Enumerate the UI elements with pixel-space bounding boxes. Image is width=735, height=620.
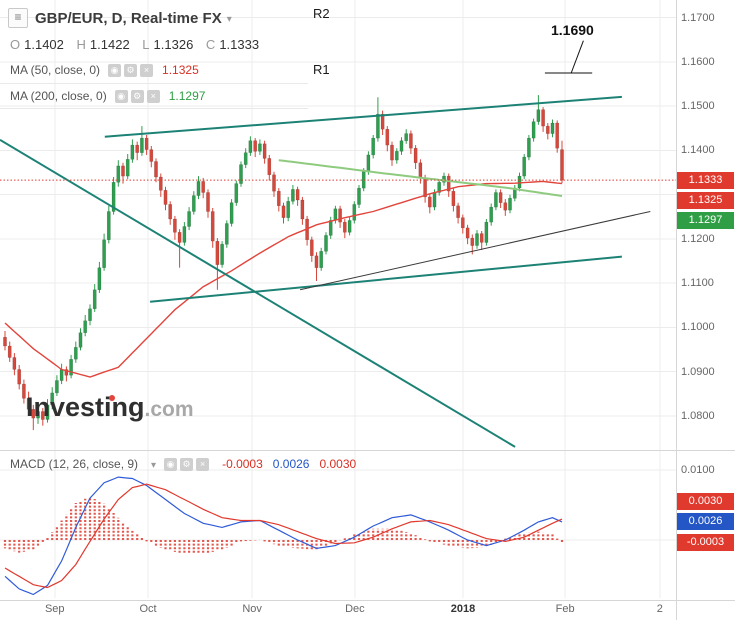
menu-icon[interactable]: ≡	[8, 8, 28, 28]
macd-histogram	[3, 496, 564, 554]
gear-icon[interactable]: ⚙	[130, 89, 144, 103]
axis-price-label: 1.1500	[681, 100, 715, 113]
high-label: H	[76, 37, 86, 52]
macd-label: MACD (12, 26, close, 9)	[10, 457, 139, 471]
eye-icon[interactable]: ◉	[164, 457, 178, 471]
pivot-label-r2: R2	[313, 6, 330, 21]
axis-price-label: 1.1000	[681, 321, 715, 334]
close-icon[interactable]: ×	[140, 63, 154, 77]
trendlines[interactable]	[0, 95, 651, 448]
close-icon[interactable]: ×	[146, 89, 160, 103]
time-axis-label: 2018	[450, 603, 476, 615]
study-value: 1.1325	[162, 63, 199, 77]
axis-price-badge: 1.1297	[677, 211, 734, 229]
study-value: 1.1297	[168, 89, 206, 103]
study-row-ma50: MA (50, close, 0) ◉ ⚙ × 1.1325	[0, 58, 308, 82]
macd-line	[4, 476, 563, 596]
open-label: O	[10, 37, 21, 52]
ma50-line	[4, 180, 563, 378]
logo-red-dot-icon	[109, 395, 115, 401]
ohlc-row: O 1.1402 H 1.1422 L 1.1326 C 1.1333	[10, 37, 268, 52]
axis-price-label: 1.1400	[681, 144, 715, 157]
axis-price-label: 1.1700	[681, 11, 715, 24]
axis-price-badge: 1.1333	[677, 171, 734, 189]
axis-price-badge: 1.1325	[677, 191, 734, 209]
investing-logo: Investing.com	[26, 392, 194, 423]
eye-icon[interactable]: ◉	[114, 89, 128, 103]
study-label: MA (200, close, 0)	[10, 89, 107, 103]
pivot-label-r1: R1	[313, 62, 330, 77]
price-axis[interactable]: 1.1700 1.1600 1.1500 1.1400 1.1200 1.1100 1.10…	[677, 0, 735, 600]
axis-price-badge: -0.0003	[677, 533, 734, 551]
high-value: 1.1422	[89, 37, 130, 52]
time-axis-label: Oct	[139, 603, 157, 615]
symbol-title[interactable]: GBP/EUR, D, Real-time FX	[35, 9, 222, 27]
macd-signal-value: 0.0030	[319, 457, 357, 471]
low-label: L	[142, 37, 150, 52]
gear-icon[interactable]: ⚙	[180, 457, 194, 471]
logo-text: Investing	[26, 392, 145, 422]
macd-line-value: 0.0026	[272, 457, 310, 471]
eye-icon[interactable]: ◉	[108, 63, 122, 77]
time-axis-label: Nov	[242, 603, 262, 615]
axis-price-label: 0.0100	[681, 464, 715, 477]
price-target-label: 1.1690	[551, 22, 594, 38]
study-label: MA (50, close, 0)	[10, 63, 101, 77]
axis-price-label: 1.1600	[681, 55, 715, 68]
axis-price-label: 1.0900	[681, 365, 715, 378]
open-value: 1.1402	[24, 37, 64, 52]
axis-price-badge: 0.0026	[677, 513, 734, 531]
chevron-down-icon[interactable]: ▾	[226, 13, 232, 25]
time-axis[interactable]: Sep Oct Nov Dec 2018 Feb 2	[0, 602, 676, 620]
ma200-line	[278, 159, 563, 197]
candlestick-series	[3, 95, 564, 431]
close-icon[interactable]: ×	[196, 457, 210, 471]
low-value: 1.1326	[153, 37, 194, 52]
logo-suffix: .com	[144, 398, 194, 421]
macd-hist-value: -0.0003	[222, 457, 263, 471]
macd-signal-line	[4, 483, 563, 589]
chevron-down-icon[interactable]: ▾	[151, 459, 157, 471]
close-value: 1.1333	[219, 37, 260, 52]
axis-price-label: 1.0800	[681, 409, 715, 422]
macd-legend: MACD (12, 26, close, 9) ▾ ◉ ⚙ × -0.0003 …	[10, 457, 356, 471]
time-axis-label: Feb	[555, 603, 575, 615]
axis-price-label: 1.1200	[681, 232, 715, 245]
symbol-header: ≡ GBP/EUR, D, Real-time FX ▾	[8, 8, 232, 28]
study-row-ma200: MA (200, close, 0) ◉ ⚙ × 1.1297	[0, 83, 308, 109]
time-axis-label: Dec	[345, 603, 365, 615]
axis-price-badge: 0.0030	[677, 493, 734, 511]
time-axis-label: Sep	[44, 603, 65, 615]
axis-price-label: 1.1100	[681, 277, 714, 290]
gear-icon[interactable]: ⚙	[124, 63, 138, 77]
level-marker[interactable]	[544, 40, 593, 74]
close-label: C	[205, 37, 216, 52]
time-axis-label: 2	[656, 603, 663, 615]
